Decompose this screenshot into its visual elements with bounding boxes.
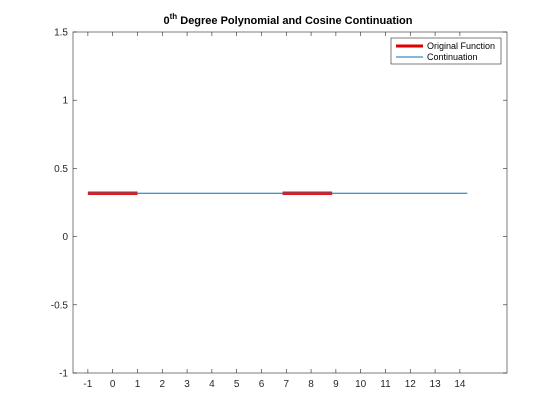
x-tick-label: 11	[380, 379, 391, 390]
title-rest: Degree Polynomial and Cosine Continuatio…	[177, 15, 413, 27]
title-superscript: th	[170, 12, 178, 21]
legend-box	[390, 37, 502, 65]
x-tick-label: 5	[234, 379, 240, 390]
title-main: 0	[164, 15, 170, 27]
y-tick-label: 0	[62, 232, 68, 243]
x-tick-label: 0	[110, 379, 116, 390]
x-tick-label: 13	[430, 379, 442, 390]
x-tick-label: 2	[159, 379, 165, 390]
legend-label-continuation: Continuation	[427, 52, 478, 62]
y-tick-label: -0.5	[51, 300, 69, 311]
x-tick-label: 12	[405, 379, 417, 390]
legend-label-original-function: Original Function	[427, 41, 495, 51]
x-tick-label: 4	[209, 379, 215, 390]
x-tick-label: 1	[135, 379, 141, 390]
chart-title: 0th Degree Polynomial and Cosine Continu…	[164, 12, 413, 27]
x-tick-label: 14	[454, 379, 466, 390]
y-tick-label: 1	[62, 96, 68, 107]
y-tick-label: -1	[59, 369, 68, 380]
x-tick-label: -1	[83, 379, 92, 390]
x-tick-label: 9	[333, 379, 339, 390]
x-tick-label: 10	[355, 379, 367, 390]
x-tick-label: 6	[259, 379, 265, 390]
plot-area-box	[72, 31, 508, 374]
x-tick-label: 3	[184, 379, 190, 390]
x-tick-label: 7	[283, 379, 289, 390]
axes: -1 0 1 2 3 4 5 6 7 8 9 10 11 12 13 14-1-0.500.511.5	[51, 28, 508, 390]
y-tick-label: 0.5	[54, 164, 68, 175]
x-tick-label: 8	[308, 379, 314, 390]
y-tick-label: 1.5	[54, 28, 68, 39]
